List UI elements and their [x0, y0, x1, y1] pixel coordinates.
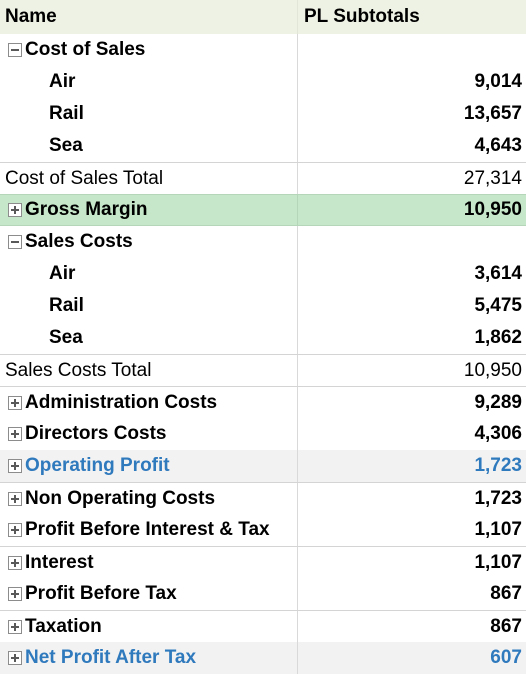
row-label: Directors Costs — [25, 423, 167, 444]
row-label: Rail — [49, 295, 84, 316]
row-value: 867 — [297, 611, 526, 642]
row-profit-before-interest-tax[interactable]: Profit Before Interest & Tax 1,107 — [0, 514, 526, 546]
expand-icon[interactable] — [8, 427, 22, 441]
row-value: 3,614 — [297, 258, 526, 290]
row-label: Operating Profit — [25, 455, 170, 476]
row-value: 9,289 — [297, 387, 526, 418]
row-value: 4,643 — [297, 130, 526, 162]
row-value: 1,862 — [297, 322, 526, 354]
expand-icon[interactable] — [8, 651, 22, 665]
row-cost-of-sales-total[interactable]: Cost of Sales Total 27,314 — [0, 162, 526, 194]
row-label: Interest — [25, 551, 94, 573]
row-sales-costs[interactable]: Sales Costs — [0, 226, 526, 258]
row-taxation[interactable]: Taxation 867 — [0, 610, 526, 642]
row-cost-of-sales[interactable]: Cost of Sales — [0, 34, 526, 66]
expand-icon[interactable] — [8, 587, 22, 601]
row-value: 4,306 — [297, 418, 526, 450]
row-value: 27,314 — [297, 163, 526, 194]
row-value: 1,723 — [297, 450, 526, 482]
row-sales-costs-rail[interactable]: Rail 5,475 — [0, 290, 526, 322]
column-header-pl-subtotals[interactable]: PL Subtotals — [297, 0, 526, 34]
row-value: 607 — [297, 642, 526, 674]
expand-icon[interactable] — [8, 491, 22, 506]
row-label: Sales Costs — [25, 231, 133, 252]
row-value: 5,475 — [297, 290, 526, 322]
row-label: Net Profit After Tax — [25, 647, 197, 668]
collapse-icon[interactable] — [8, 43, 22, 57]
header-row: Name PL Subtotals — [0, 0, 526, 34]
row-cost-of-sales-sea[interactable]: Sea 4,643 — [0, 130, 526, 162]
row-label: Non Operating Costs — [25, 487, 216, 509]
row-label: Sales Costs Total — [5, 359, 152, 381]
row-value: 9,014 — [297, 66, 526, 98]
row-value — [297, 226, 526, 258]
row-value: 1,107 — [297, 547, 526, 578]
row-administration-costs[interactable]: Administration Costs 9,289 — [0, 386, 526, 418]
row-net-profit-after-tax[interactable]: Net Profit After Tax 607 — [0, 642, 526, 674]
row-profit-before-tax[interactable]: Profit Before Tax 867 — [0, 578, 526, 610]
row-label: Sea — [49, 135, 83, 156]
row-label: Gross Margin — [25, 199, 148, 220]
row-value: 1,723 — [297, 483, 526, 514]
row-non-operating-costs[interactable]: Non Operating Costs 1,723 — [0, 482, 526, 514]
row-label: Cost of Sales — [25, 39, 146, 60]
collapse-icon[interactable] — [8, 235, 22, 249]
row-value: 1,107 — [297, 514, 526, 546]
row-label: Administration Costs — [25, 391, 218, 413]
row-cost-of-sales-rail[interactable]: Rail 13,657 — [0, 98, 526, 130]
row-sales-costs-total[interactable]: Sales Costs Total 10,950 — [0, 354, 526, 386]
expand-icon[interactable] — [8, 523, 22, 537]
row-value: 10,950 — [297, 195, 526, 225]
row-label: Profit Before Tax — [25, 583, 177, 604]
row-interest[interactable]: Interest 1,107 — [0, 546, 526, 578]
expand-icon[interactable] — [8, 395, 22, 410]
row-sales-costs-air[interactable]: Air 3,614 — [0, 258, 526, 290]
row-gross-margin[interactable]: Gross Margin 10,950 — [0, 194, 526, 226]
row-label: Taxation — [25, 615, 102, 637]
row-label: Profit Before Interest & Tax — [25, 519, 270, 540]
row-value: 867 — [297, 578, 526, 610]
row-cost-of-sales-air[interactable]: Air 9,014 — [0, 66, 526, 98]
row-label: Air — [49, 71, 76, 92]
row-value — [297, 34, 526, 66]
row-sales-costs-sea[interactable]: Sea 1,862 — [0, 322, 526, 354]
row-label: Air — [49, 263, 76, 284]
row-value: 10,950 — [297, 355, 526, 386]
expand-icon[interactable] — [8, 203, 22, 217]
row-label: Rail — [49, 103, 84, 124]
expand-icon[interactable] — [8, 459, 22, 473]
expand-icon[interactable] — [8, 619, 22, 634]
column-header-name[interactable]: Name — [5, 6, 57, 27]
row-label: Sea — [49, 327, 83, 348]
row-operating-profit[interactable]: Operating Profit 1,723 — [0, 450, 526, 482]
expand-icon[interactable] — [8, 555, 22, 570]
row-value: 13,657 — [297, 98, 526, 130]
row-label: Cost of Sales Total — [5, 167, 164, 189]
row-directors-costs[interactable]: Directors Costs 4,306 — [0, 418, 526, 450]
